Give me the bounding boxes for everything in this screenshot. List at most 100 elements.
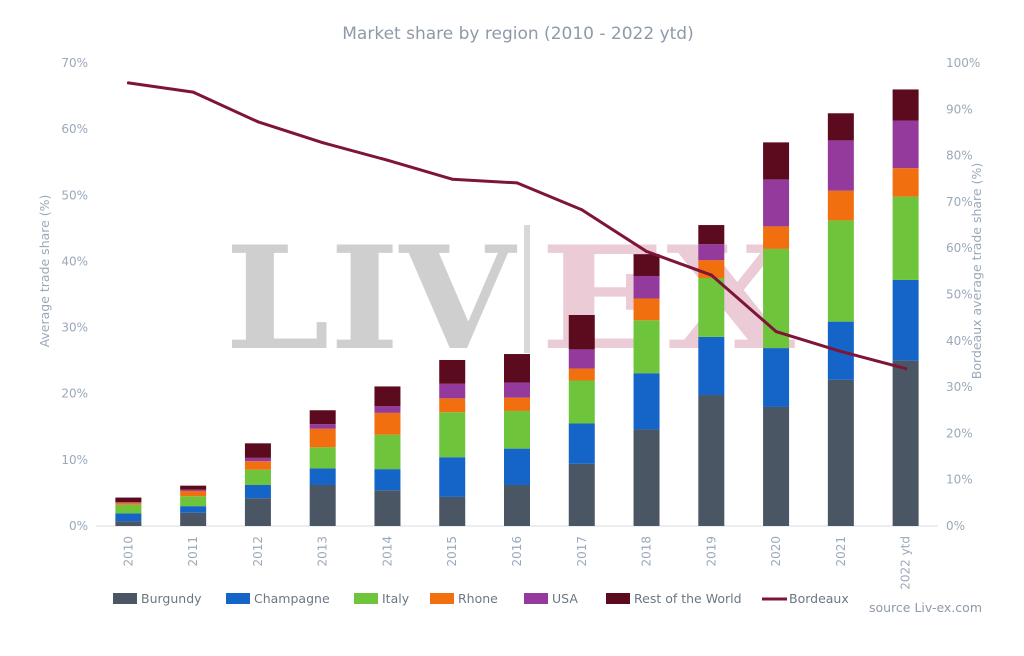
bar-usa xyxy=(439,383,466,399)
bar-rhone xyxy=(633,298,660,321)
watermark-divider xyxy=(524,225,530,353)
bar-usa xyxy=(827,140,854,191)
x-tick-label: 2010 xyxy=(121,536,135,567)
bar-italy xyxy=(504,410,530,449)
bar-champagne xyxy=(568,423,595,464)
legend-swatch xyxy=(354,593,378,604)
bar-rhone xyxy=(504,397,530,411)
bar-italy xyxy=(568,380,595,424)
bar-rhone xyxy=(892,168,919,197)
bar-champagne xyxy=(309,468,336,485)
legend-label: USA xyxy=(552,591,578,606)
bar-rhone xyxy=(309,428,336,448)
legend-label: Rest of the World xyxy=(634,591,742,606)
bar-stack xyxy=(568,315,595,526)
y-tick-label: 60% xyxy=(61,122,88,136)
y-tick-label: 50% xyxy=(61,188,88,202)
bordeaux-point xyxy=(515,181,519,185)
bar-usa xyxy=(244,457,271,462)
x-tick-label: 2012 xyxy=(251,536,265,567)
bar-italy xyxy=(374,434,401,470)
bar-italy xyxy=(698,277,725,337)
y2-tick-label: 90% xyxy=(946,102,973,116)
bar-stack xyxy=(374,386,401,526)
bar-rhone xyxy=(827,190,854,221)
legend: Burgundy Champagne Italy Rhone USA Rest of th… xyxy=(113,591,849,606)
bar-usa xyxy=(504,382,530,398)
bar-italy xyxy=(309,447,336,469)
y-tick-label: 30% xyxy=(61,321,88,335)
bar-stack xyxy=(115,497,142,526)
y-tick-label: 10% xyxy=(61,453,88,467)
bar-burgundy xyxy=(244,498,271,526)
bar-stack xyxy=(180,485,207,526)
y-tick-label: 70% xyxy=(61,56,88,70)
bar-usa xyxy=(568,349,595,369)
x-tick-label: 2014 xyxy=(380,536,394,567)
x-tick-label: 2013 xyxy=(316,536,330,567)
bar-burgundy xyxy=(115,521,142,526)
bar-rest-of-the-world xyxy=(374,386,401,407)
bar-rest-of-the-world xyxy=(309,410,336,425)
legend-label: Champagne xyxy=(254,591,330,606)
bordeaux-point xyxy=(645,249,649,253)
bar-burgundy xyxy=(568,463,595,526)
y-tick-label: 20% xyxy=(61,387,88,401)
bar-rhone xyxy=(180,490,207,497)
x-axis-ticks: 2010 2011 2012 2013 2014 2015 2016 2017 2018 2019… xyxy=(121,536,912,590)
bordeaux-point xyxy=(321,141,325,145)
bordeaux-point xyxy=(709,273,713,277)
y2-tick-label: 60% xyxy=(946,241,973,255)
bordeaux-point xyxy=(385,158,389,162)
y-tick-label: 0% xyxy=(69,519,88,533)
bar-stack xyxy=(244,443,271,526)
bar-stack xyxy=(633,254,660,526)
bar-burgundy xyxy=(763,406,790,526)
bar-rhone xyxy=(244,461,271,470)
bar-stack xyxy=(504,354,530,526)
y2-axis-title: Bordeaux average trade share (%) xyxy=(969,163,984,379)
bar-rest-of-the-world xyxy=(827,113,854,141)
x-tick-label: 2019 xyxy=(704,536,718,567)
y2-tick-label: 20% xyxy=(946,426,973,440)
bar-italy xyxy=(633,320,660,374)
bar-stack xyxy=(892,89,919,526)
bar-rest-of-the-world xyxy=(439,359,466,384)
legend-label: Burgundy xyxy=(141,591,202,606)
x-tick-label: 2020 xyxy=(769,536,783,567)
legend-swatch xyxy=(524,593,548,604)
bar-stack xyxy=(827,113,854,526)
x-tick-label: 2016 xyxy=(510,536,524,567)
bar-burgundy xyxy=(892,360,919,526)
legend-swatch xyxy=(226,593,250,604)
bar-burgundy xyxy=(827,379,854,526)
x-tick-label: 2022 ytd xyxy=(899,536,913,590)
y-axis-title: Average trade share (%) xyxy=(37,195,52,348)
bar-usa xyxy=(115,502,142,503)
bordeaux-point xyxy=(450,177,454,181)
bar-usa xyxy=(633,275,660,299)
bar-champagne xyxy=(374,469,401,491)
bar-usa xyxy=(374,406,401,413)
y2-tick-label: 50% xyxy=(946,288,973,302)
y2-tick-label: 100% xyxy=(946,56,980,70)
bar-champagne xyxy=(892,279,919,361)
left-axis-ticks: 0% 10% 20% 30% 40% 50% 60% 70% xyxy=(61,56,88,533)
bar-rhone xyxy=(439,398,466,413)
bar-champagne xyxy=(180,506,207,513)
bar-italy xyxy=(115,504,142,514)
bordeaux-point xyxy=(580,208,584,212)
bar-italy xyxy=(892,196,919,280)
bar-italy xyxy=(244,469,271,485)
bar-rest-of-the-world xyxy=(504,354,530,383)
y2-tick-label: 30% xyxy=(946,380,973,394)
bar-rhone xyxy=(568,368,595,381)
bar-usa xyxy=(180,489,207,491)
bar-rest-of-the-world xyxy=(180,485,207,490)
bar-burgundy xyxy=(698,395,725,526)
bar-stack xyxy=(698,225,725,526)
legend-swatch xyxy=(430,593,454,604)
bars xyxy=(115,89,919,526)
